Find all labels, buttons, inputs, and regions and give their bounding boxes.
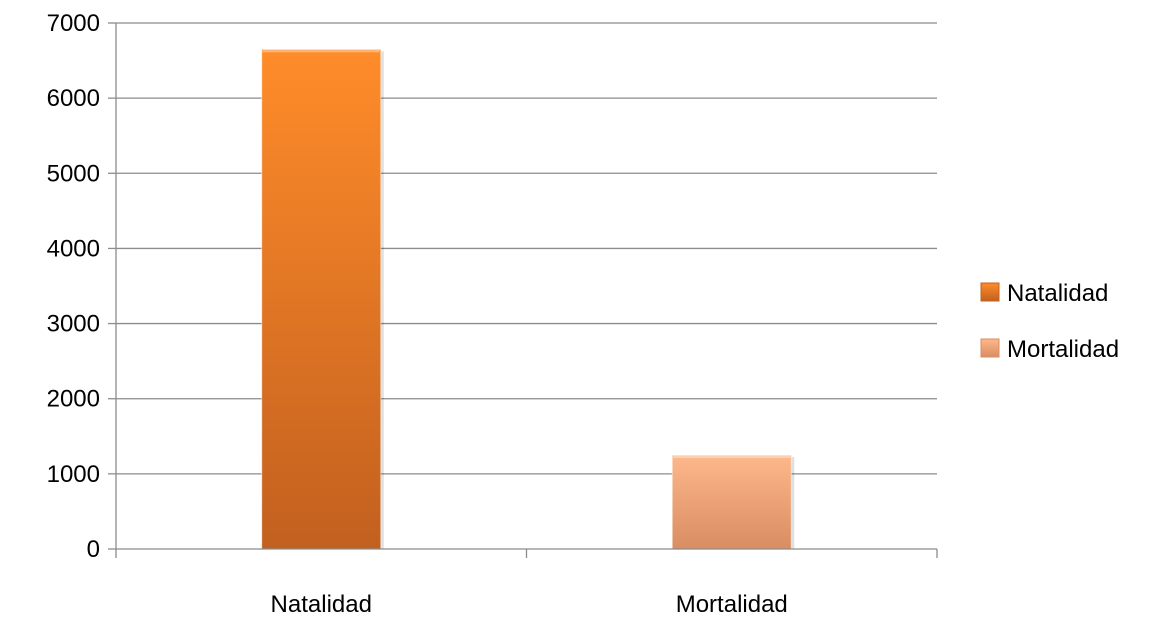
legend-swatch	[980, 282, 1000, 302]
gridlines	[116, 22, 937, 475]
tick-labels: 0 1000 2000 3000 4000 5000 6000 7000 Natalidad Mo…	[47, 10, 788, 617]
x-tick-label: Natalidad	[271, 591, 372, 617]
y-tick-label: 1000	[47, 461, 100, 488]
legend-label: Mortalidad	[1007, 336, 1119, 363]
y-tick-label: 0	[87, 536, 100, 563]
y-tick-label: 3000	[47, 311, 100, 338]
y-tick-label: 2000	[47, 386, 100, 413]
bars	[261, 48, 795, 550]
legend-label: Natalidad	[1007, 280, 1108, 307]
bar-natalidad	[261, 48, 382, 550]
y-tick-label: 6000	[47, 85, 100, 112]
bar-highlight	[673, 455, 791, 459]
axes	[108, 22, 938, 558]
legend-swatch	[980, 338, 1000, 358]
y-tick-label: 7000	[47, 10, 100, 37]
y-tick-label: 4000	[47, 235, 100, 262]
x-tick-label: Mortalidad	[676, 591, 788, 617]
bar-highlight	[262, 49, 380, 53]
legend-item-mortalidad: Mortalidad	[980, 336, 1119, 363]
legend-item-natalidad: Natalidad	[980, 280, 1108, 307]
bar-mortalidad	[671, 454, 792, 550]
y-tick-label: 5000	[47, 160, 100, 187]
legend: Natalidad Mortalidad	[980, 280, 1119, 363]
